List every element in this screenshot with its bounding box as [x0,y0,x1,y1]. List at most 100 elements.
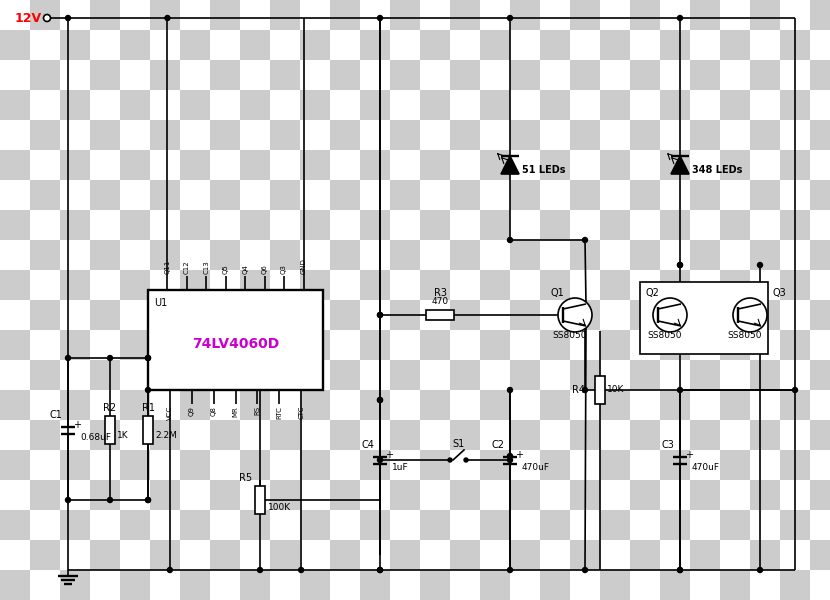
Bar [450,240,480,270]
Bar [690,0,720,30]
Text: 470: 470 [432,296,448,305]
Bar [210,210,240,240]
Bar [600,60,630,90]
Bar [810,540,830,570]
Text: 51 LEDs: 51 LEDs [522,165,565,175]
Bar [180,120,210,150]
Bar [180,150,210,180]
Bar [390,360,420,390]
Bar [450,360,480,390]
Bar [300,90,330,120]
Circle shape [378,568,383,572]
Bar [750,570,780,600]
Polygon shape [501,156,519,174]
Polygon shape [671,156,689,174]
Bar [300,210,330,240]
Bar [630,420,660,450]
Bar [600,450,630,480]
Bar [750,270,780,300]
Bar [595,376,605,404]
Bar [630,360,660,390]
Text: SS8050: SS8050 [728,331,762,340]
Bar [780,420,810,450]
Bar [390,90,420,120]
Bar [450,120,480,150]
Circle shape [168,568,173,572]
Bar [270,360,300,390]
Bar [480,60,510,90]
Bar [30,210,60,240]
Bar [150,120,180,150]
Bar [450,450,480,480]
Text: 10K: 10K [607,385,624,395]
Bar [600,90,630,120]
Bar [780,330,810,360]
Bar [150,90,180,120]
Bar [480,330,510,360]
Circle shape [108,497,113,503]
Text: MR: MR [232,406,238,417]
Bar [90,60,120,90]
Text: R2: R2 [104,403,116,413]
Bar [30,120,60,150]
Bar [60,300,90,330]
Bar [60,450,90,480]
Bar [600,270,630,300]
Bar [60,540,90,570]
Bar [480,570,510,600]
Bar [780,120,810,150]
Bar [30,570,60,600]
Bar [120,390,150,420]
Text: 1K: 1K [117,431,129,440]
Bar [30,150,60,180]
Bar [390,390,420,420]
Bar [60,270,90,300]
Text: 1uF: 1uF [392,463,408,473]
Bar [300,360,330,390]
Bar [690,570,720,600]
Bar [330,330,360,360]
Bar [480,30,510,60]
Bar [570,180,600,210]
Bar [660,300,690,330]
Bar [600,360,630,390]
Bar [690,480,720,510]
Bar [450,210,480,240]
Bar [600,0,630,30]
Text: SS8050: SS8050 [553,331,588,340]
Bar [150,390,180,420]
Bar [640,282,768,354]
Bar [480,480,510,510]
Circle shape [145,497,150,503]
Bar [600,570,630,600]
Bar [750,450,780,480]
Bar [300,390,330,420]
Bar [420,210,450,240]
Bar [300,300,330,330]
Bar [630,90,660,120]
Text: VCC: VCC [167,406,173,420]
Bar [750,510,780,540]
Bar [810,420,830,450]
Bar [510,150,540,180]
Bar [540,90,570,120]
Bar [240,210,270,240]
Bar [90,90,120,120]
Bar [360,180,390,210]
Bar [450,570,480,600]
Text: 2.2M: 2.2M [155,431,177,440]
Bar [330,120,360,150]
Circle shape [299,568,304,572]
Bar [60,150,90,180]
Bar [720,240,750,270]
Circle shape [677,263,682,268]
Bar [450,540,480,570]
Circle shape [677,568,682,572]
Bar [750,30,780,60]
Bar [690,150,720,180]
Bar [60,330,90,360]
Bar [510,420,540,450]
Bar [690,510,720,540]
Circle shape [507,238,512,242]
Bar [360,30,390,60]
